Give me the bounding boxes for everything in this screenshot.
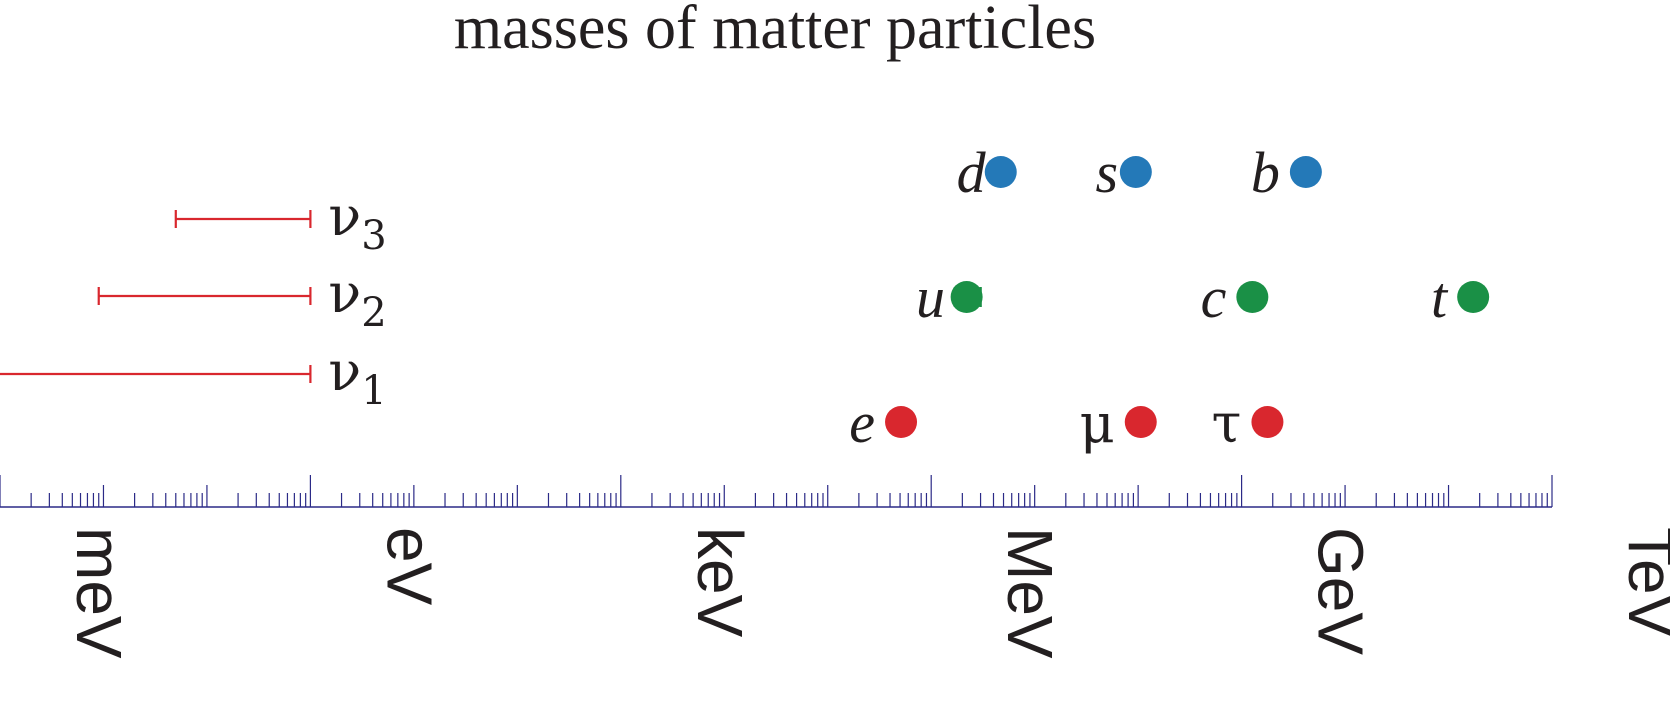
particle-b: b bbox=[1251, 140, 1322, 205]
mass-point bbox=[1251, 406, 1284, 438]
mass-point bbox=[1289, 156, 1322, 188]
mass-point bbox=[1236, 281, 1269, 313]
particle-label: τ bbox=[1212, 392, 1242, 455]
mass-axis: meV eV keV MeV GeV TeV bbox=[0, 475, 1670, 659]
particle-label: e bbox=[849, 390, 875, 455]
particle-t: t bbox=[1431, 265, 1490, 330]
particle-label: s bbox=[1096, 140, 1119, 205]
particle-e: e bbox=[849, 390, 918, 455]
particle-c: c bbox=[1201, 265, 1269, 330]
tick-label-mev: meV bbox=[63, 527, 135, 659]
neutrino-3: ν3 bbox=[174, 185, 387, 259]
tick-label-ev: eV bbox=[373, 527, 445, 606]
neutrino-label: ν1 bbox=[328, 340, 386, 414]
tick-label-kev: keV bbox=[684, 527, 756, 638]
tick-label-mev: MeV bbox=[994, 527, 1066, 659]
particle-s: s bbox=[1096, 140, 1152, 205]
particle-τ: τ bbox=[1212, 392, 1284, 455]
mass-point bbox=[885, 406, 918, 438]
particle-label: c bbox=[1201, 265, 1227, 330]
particle-points-layer: d s b u c t e μ τ bbox=[849, 140, 1490, 455]
particle-μ: μ bbox=[1080, 392, 1157, 455]
particle-label: d bbox=[957, 140, 987, 205]
chart-title: masses of matter particles bbox=[454, 0, 1096, 62]
mass-point bbox=[1119, 156, 1152, 188]
particle-u: u bbox=[916, 265, 983, 330]
mass-point bbox=[1457, 281, 1490, 313]
neutrino-label: ν3 bbox=[328, 185, 386, 259]
particle-label: μ bbox=[1080, 392, 1115, 455]
mass-point bbox=[1124, 406, 1157, 438]
mass-point bbox=[984, 156, 1017, 188]
particle-label: u bbox=[916, 265, 945, 330]
particle-label: b bbox=[1251, 140, 1280, 205]
neutrino-2: ν2 bbox=[97, 262, 387, 336]
neutrino-label: ν2 bbox=[328, 262, 386, 336]
tick-label-tev: TeV bbox=[1615, 527, 1670, 638]
particle-label: t bbox=[1431, 265, 1449, 330]
neutrino-1: ν1 bbox=[0, 340, 387, 414]
particle-d: d bbox=[957, 140, 1017, 205]
mass-point bbox=[950, 281, 983, 313]
tick-label-gev: GeV bbox=[1305, 527, 1377, 655]
